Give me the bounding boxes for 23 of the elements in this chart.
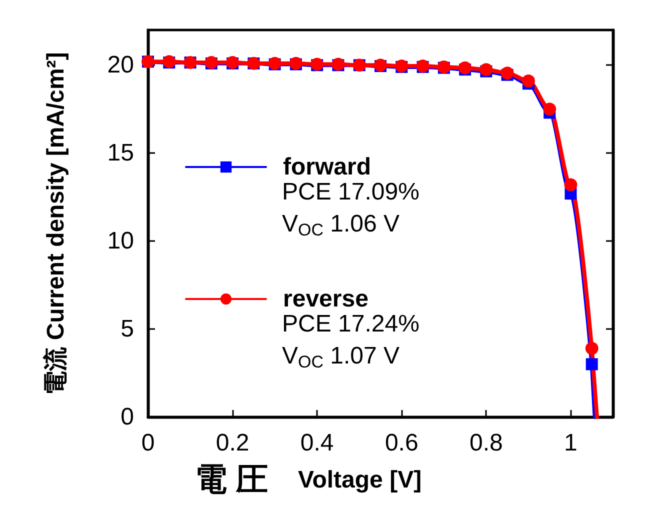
y-tick-label: 10 — [107, 228, 134, 255]
point — [586, 358, 598, 370]
legend-label: forward — [283, 154, 372, 180]
annotation: PCE 17.09% — [282, 178, 420, 206]
point — [543, 102, 556, 116]
y-tick-label: 20 — [107, 52, 134, 79]
x-tick-label: 0 — [141, 430, 155, 456]
point — [564, 178, 578, 192]
x-tick-label: 0.6 — [384, 430, 418, 456]
annotation: PCE 17.24% — [282, 310, 420, 338]
y-tick-label: 5 — [120, 316, 134, 343]
point — [522, 74, 535, 88]
point — [458, 61, 472, 74]
y-axis-title: 電流 Current density [mA/cm²] — [42, 52, 70, 395]
x-tick-label: 1 — [564, 430, 578, 456]
legend-label: reverse — [283, 286, 368, 312]
point — [585, 342, 598, 355]
x-tick-label: 0.8 — [469, 430, 503, 456]
x-tick-label: 0.2 — [216, 430, 250, 456]
y-tick-label: 0 — [120, 404, 134, 430]
x-tick-label: 0.4 — [300, 430, 334, 456]
y-tick-label: 15 — [107, 140, 134, 167]
x-axis-title: 電 圧 Voltage [V] — [195, 461, 422, 497]
